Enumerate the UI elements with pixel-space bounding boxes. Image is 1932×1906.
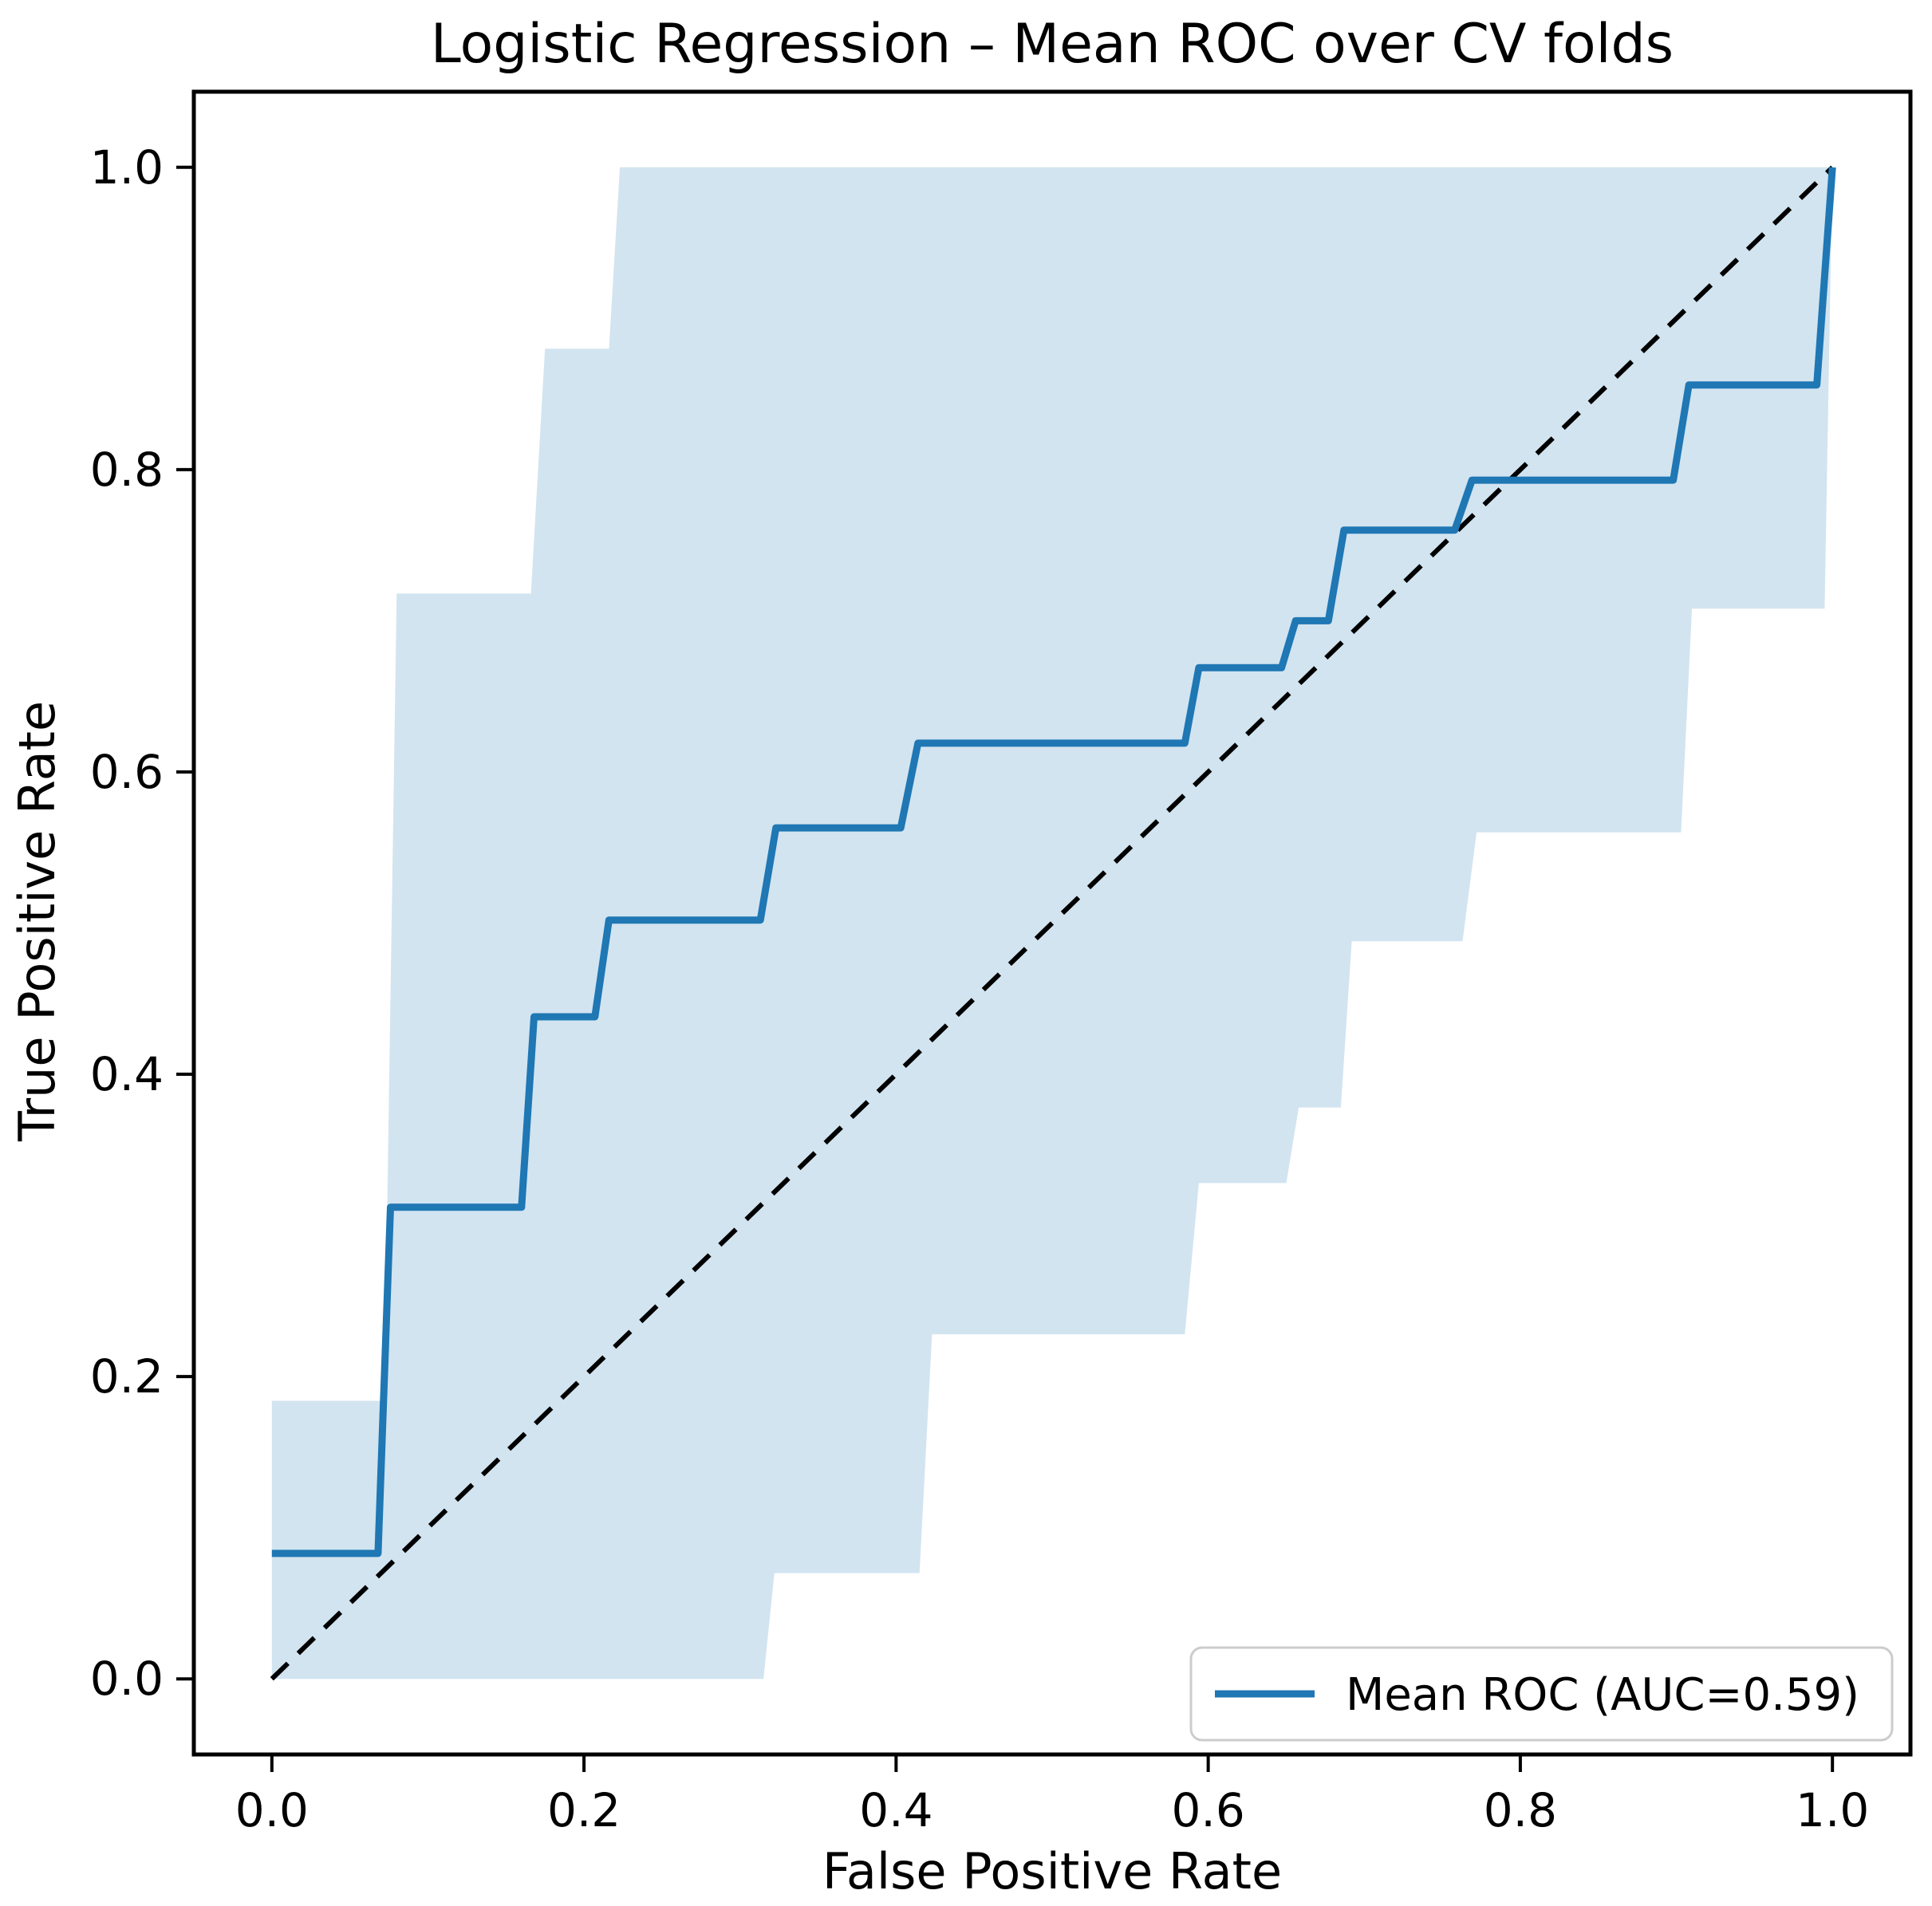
y-tick-label: 0.4	[90, 1047, 164, 1101]
y-tick-label: 0.0	[90, 1652, 164, 1706]
x-tick-label: 0.6	[1172, 1783, 1245, 1837]
axes-spines	[191, 89, 1913, 1757]
x-tick-label: 1.0	[1796, 1783, 1869, 1837]
chart-title: Logistic Regression – Mean ROC over CV f…	[431, 13, 1674, 76]
x-tick-label: 0.8	[1484, 1783, 1557, 1837]
y-axis-ticks: 0.0 0.2 0.4 0.6 0.8 1.0	[90, 140, 194, 1706]
y-tick-label: 0.8	[90, 443, 164, 497]
y-tick-label: 0.2	[90, 1349, 164, 1404]
y-axis-label: True Positive Rate	[8, 701, 66, 1142]
legend: Mean ROC (AUC=0.59)	[1189, 1646, 1894, 1742]
x-tick-label: 0.0	[235, 1783, 309, 1837]
y-tick-label: 0.6	[90, 745, 164, 799]
x-tick-label: 0.4	[859, 1783, 932, 1837]
x-axis-label: False Positive Rate	[822, 1842, 1282, 1900]
mean-roc-line-layer	[271, 167, 1836, 1557]
legend-box	[1189, 1646, 1894, 1742]
chance-line-layer	[270, 165, 1835, 1681]
chance-diagonal-line	[270, 165, 1835, 1681]
y-tick-label: 1.0	[90, 140, 164, 195]
x-tick-label: 0.2	[547, 1783, 621, 1837]
x-axis-ticks: 0.0 0.2 0.4 0.6 0.8 1.0	[235, 1754, 1869, 1837]
legend-entry-label: Mean ROC (AUC=0.59)	[1346, 1669, 1859, 1721]
mean-roc-line	[271, 167, 1836, 1557]
